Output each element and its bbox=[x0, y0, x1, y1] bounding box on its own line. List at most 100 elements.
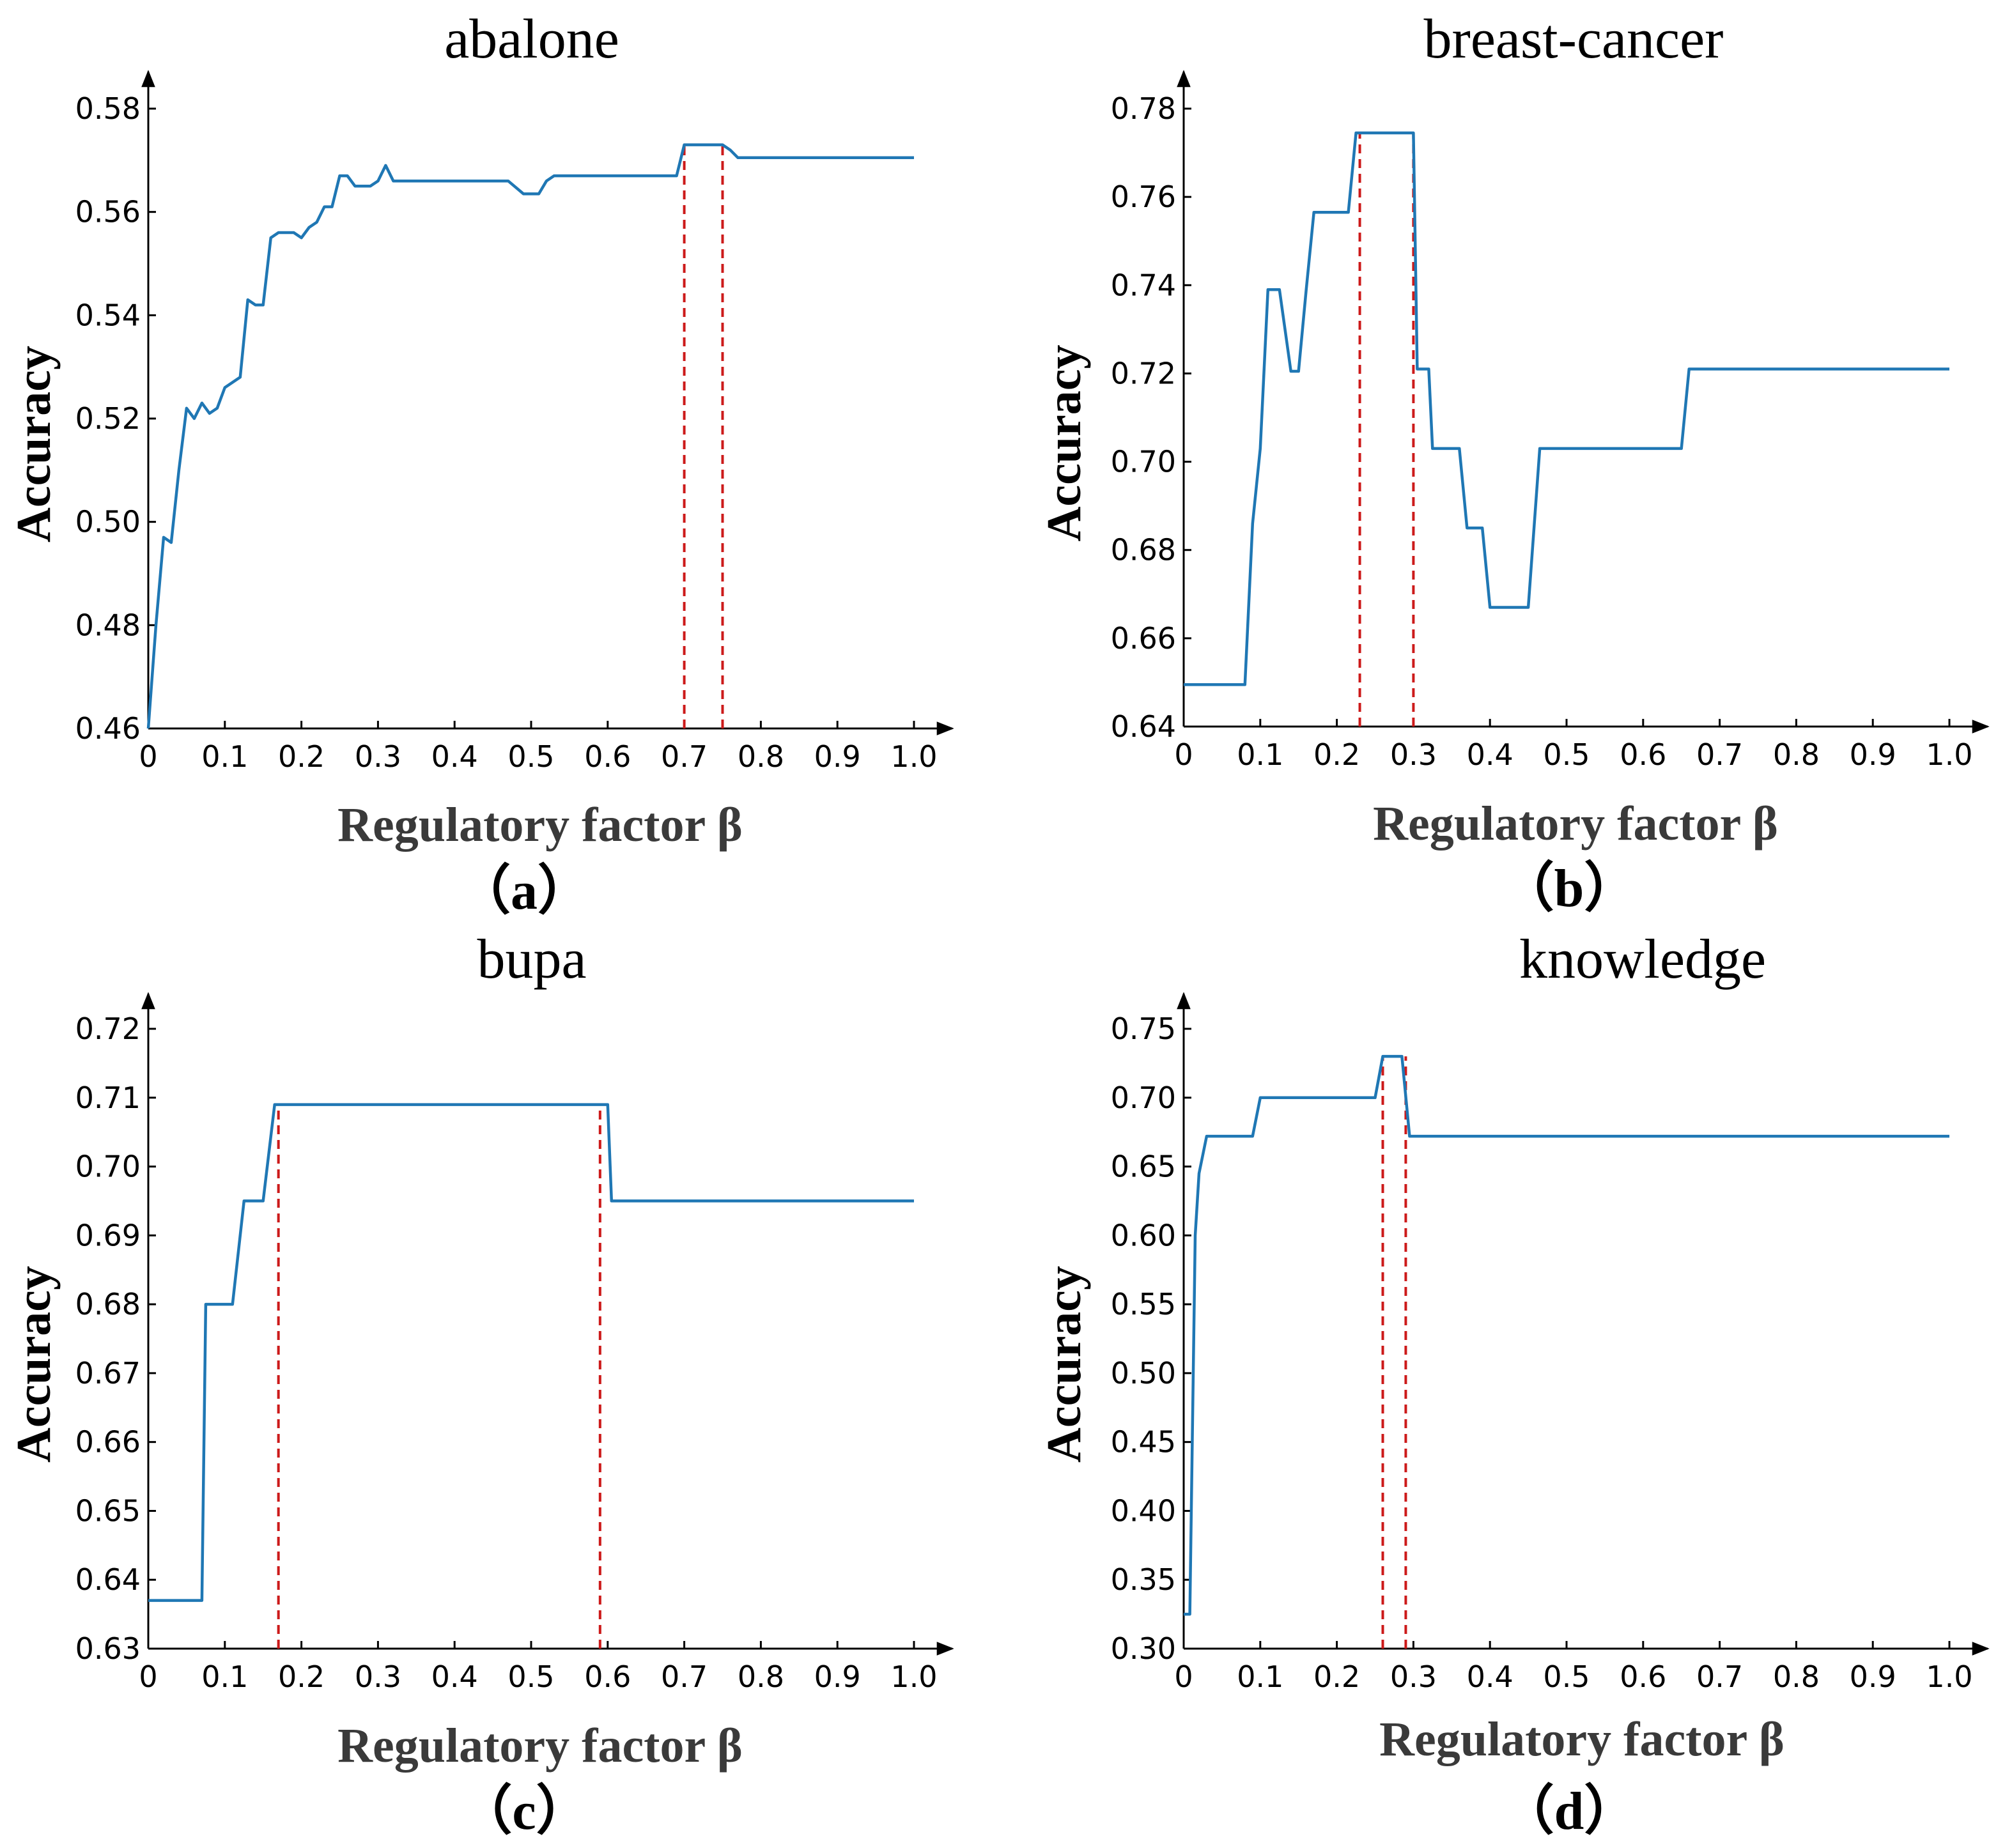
y-tick-label: 0.50 bbox=[75, 505, 141, 539]
x-tick-label: 0.2 bbox=[278, 739, 325, 774]
x-tick-label: 0.5 bbox=[507, 739, 554, 774]
x-tick-label: 0.1 bbox=[201, 1659, 248, 1694]
x-axis-label: Regulatory factor β bbox=[337, 798, 743, 852]
x-axis-label: Regulatory factor β bbox=[1373, 797, 1778, 851]
x-tick-label: 0.9 bbox=[814, 1659, 861, 1694]
y-axis-label: Accuracy bbox=[7, 346, 61, 543]
y-tick-label: 0.35 bbox=[1111, 1562, 1176, 1597]
y-tick-label: 0.40 bbox=[1111, 1493, 1176, 1528]
y-tick-label: 0.46 bbox=[75, 711, 141, 746]
accuracy-series-line bbox=[1184, 1054, 1949, 1616]
y-tick-label: 0.63 bbox=[75, 1631, 141, 1666]
y-tick-label: 0.64 bbox=[75, 1562, 141, 1597]
x-tick-label: 0.6 bbox=[1620, 737, 1666, 772]
chart-title: knowledge bbox=[1519, 928, 1766, 990]
y-tick-label: 0.74 bbox=[1111, 268, 1176, 302]
x-tick-label: 0.1 bbox=[201, 739, 248, 774]
accuracy-series-line bbox=[148, 1103, 914, 1602]
accuracy-series-line bbox=[146, 143, 914, 729]
x-tick-label: 0.6 bbox=[584, 739, 631, 774]
panel-label: （d） bbox=[1501, 1782, 1638, 1841]
y-tick-label: 0.72 bbox=[75, 1012, 141, 1046]
y-tick-label: 0.70 bbox=[1111, 445, 1176, 479]
x-tick-label: 0.2 bbox=[278, 1659, 325, 1694]
y-tick-label: 0.58 bbox=[75, 91, 141, 126]
y-tick-label: 0.70 bbox=[1111, 1081, 1176, 1115]
x-axis-label: Regulatory factor β bbox=[337, 1719, 743, 1773]
x-tick-label: 0.8 bbox=[738, 1659, 784, 1694]
x-tick-label: 1.0 bbox=[1926, 1659, 1972, 1694]
x-tick-label: 0.1 bbox=[1237, 1659, 1283, 1694]
y-tick-label: 0.65 bbox=[75, 1493, 141, 1528]
chart-panel-2: breast-cancer 0 0.1 0.2 0.3 0.4 0.5 0.6 0.7 0.8 0.… bbox=[1037, 8, 1990, 918]
x-tick-label: 0.4 bbox=[431, 739, 478, 774]
chart-panel-4: knowledge 0 0.1 0.2 0.3 0.4 0.5 0.6 0.7 0.8 0.9 1.0… bbox=[1037, 928, 1990, 1841]
y-axis-label: Accuracy bbox=[7, 1266, 61, 1463]
y-tick-label: 0.30 bbox=[1111, 1631, 1176, 1666]
y-tick-label: 0.76 bbox=[1111, 180, 1176, 214]
x-tick-label: 0.4 bbox=[1467, 737, 1513, 772]
x-tick-label: 0.7 bbox=[661, 739, 708, 774]
y-tick-label: 0.45 bbox=[1111, 1425, 1176, 1459]
y-tick-label: 0.50 bbox=[1111, 1356, 1176, 1390]
x-tick-label: 0.8 bbox=[1773, 737, 1820, 772]
y-tick-label: 0.68 bbox=[1111, 533, 1176, 567]
x-tick-label: 0.6 bbox=[584, 1659, 631, 1694]
y-tick-label: 0.54 bbox=[75, 298, 141, 332]
y-tick-label: 0.66 bbox=[1111, 621, 1176, 656]
x-tick-label: 1.0 bbox=[890, 1659, 937, 1694]
y-tick-label: 0.56 bbox=[75, 195, 141, 229]
y-tick-label: 0.75 bbox=[1111, 1012, 1176, 1046]
x-tick-label: 1.0 bbox=[1926, 737, 1972, 772]
accuracy-series-line bbox=[1184, 131, 1949, 686]
x-tick-label: 0.3 bbox=[1390, 1659, 1437, 1694]
y-tick-label: 0.69 bbox=[75, 1218, 141, 1252]
x-tick-label: 0.2 bbox=[1313, 1659, 1360, 1694]
y-tick-label: 0.78 bbox=[1111, 91, 1176, 126]
y-tick-label: 0.48 bbox=[75, 608, 141, 642]
x-tick-label: 0.3 bbox=[355, 739, 401, 774]
chart-title: bupa bbox=[477, 928, 586, 990]
x-tick-label: 0.8 bbox=[738, 739, 784, 774]
panel-label: （a） bbox=[457, 861, 591, 921]
x-tick-label: 0.6 bbox=[1620, 1659, 1666, 1694]
x-tick-label: 0 bbox=[1174, 1659, 1193, 1694]
chart-title: breast-cancer bbox=[1424, 8, 1724, 70]
panel-label: （c） bbox=[458, 1782, 589, 1841]
x-tick-label: 0.4 bbox=[1467, 1659, 1513, 1694]
x-tick-label: 0.2 bbox=[1313, 737, 1360, 772]
y-tick-label: 0.68 bbox=[75, 1287, 141, 1321]
x-tick-label: 0 bbox=[1174, 737, 1193, 772]
x-tick-label: 0.7 bbox=[661, 1659, 708, 1694]
panel-label: （b） bbox=[1501, 859, 1638, 918]
x-tick-label: 0.5 bbox=[1543, 737, 1590, 772]
y-axis-label: Accuracy bbox=[1037, 344, 1091, 541]
x-tick-label: 0.4 bbox=[431, 1659, 478, 1694]
x-tick-label: 0 bbox=[139, 1659, 157, 1694]
y-tick-label: 0.65 bbox=[1111, 1150, 1176, 1184]
y-tick-label: 0.55 bbox=[1111, 1287, 1176, 1321]
x-tick-label: 0.9 bbox=[814, 739, 861, 774]
x-tick-label: 0.9 bbox=[1850, 1659, 1896, 1694]
x-tick-label: 0.5 bbox=[507, 1659, 554, 1694]
x-tick-label: 1.0 bbox=[890, 739, 937, 774]
y-tick-label: 0.66 bbox=[75, 1425, 141, 1459]
y-tick-label: 0.60 bbox=[1111, 1218, 1176, 1252]
y-tick-label: 0.64 bbox=[1111, 709, 1176, 744]
x-tick-label: 0.7 bbox=[1696, 737, 1743, 772]
y-tick-label: 0.67 bbox=[75, 1356, 141, 1390]
x-tick-label: 0.5 bbox=[1543, 1659, 1590, 1694]
x-tick-label: 0.8 bbox=[1773, 1659, 1820, 1694]
x-axis-label: Regulatory factor β bbox=[1379, 1713, 1784, 1766]
x-tick-label: 0.1 bbox=[1237, 737, 1283, 772]
y-tick-label: 0.72 bbox=[1111, 356, 1176, 390]
y-tick-label: 0.70 bbox=[75, 1150, 141, 1184]
x-tick-label: 0 bbox=[139, 739, 157, 774]
x-tick-label: 0.3 bbox=[1390, 737, 1437, 772]
y-tick-label: 0.71 bbox=[75, 1081, 141, 1115]
x-tick-label: 0.3 bbox=[355, 1659, 401, 1694]
x-tick-label: 0.7 bbox=[1696, 1659, 1743, 1694]
x-tick-label: 0.9 bbox=[1850, 737, 1896, 772]
y-axis-label: Accuracy bbox=[1037, 1266, 1091, 1463]
